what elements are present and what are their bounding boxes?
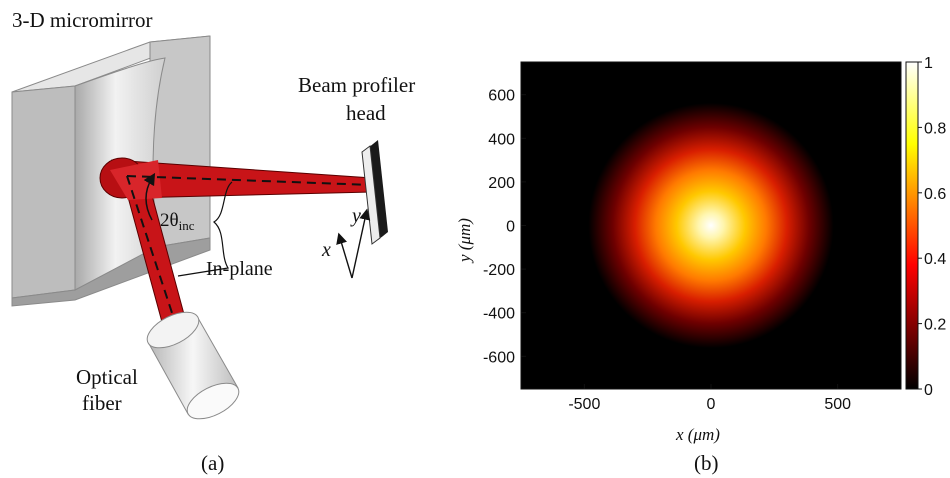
x-tick-label: 0	[707, 396, 716, 413]
profiler-label-line1: Beam profiler	[298, 73, 415, 97]
y-tick-label: -200	[483, 262, 515, 279]
y-tick-label: 200	[488, 175, 515, 192]
panel-a-label: (a)	[201, 451, 224, 475]
y-tick-label: 400	[488, 131, 515, 148]
y-axis-label: y (μm)	[455, 218, 474, 264]
axis-y-label: y	[350, 205, 361, 227]
y-tick-label: 600	[488, 88, 515, 105]
angle-arc	[143, 172, 156, 221]
angle-label: 2θinc	[160, 210, 195, 233]
in-plane-label: In-plane	[206, 258, 273, 280]
panel-b-label: (b)	[694, 451, 719, 475]
colorbar-tick-label: 0.8	[924, 120, 946, 137]
fiber-label-line2: fiber	[82, 391, 122, 415]
x-axis-ticks: -500 0 500	[568, 384, 851, 413]
beam-spot	[588, 102, 834, 349]
panel-a: 3-D micromirror 2θinc In-plane Be	[11, 8, 415, 475]
colorbar-gradient	[905, 61, 919, 390]
colorbar-tick-label: 1	[924, 55, 933, 72]
colorbar-tick-label: 0	[924, 382, 933, 399]
y-axis-ticks: -600 -400 -200 0 200 400 600	[483, 88, 526, 366]
heatmap	[520, 61, 902, 390]
x-axis-label: x (μm)	[675, 425, 720, 444]
colorbar-ticks: 0 0.2 0.4 0.6 0.8 1	[918, 55, 946, 399]
colorbar: 0 0.2 0.4 0.6 0.8 1	[905, 55, 946, 399]
beam-profiler-head-icon	[361, 140, 388, 245]
fiber-label-line1: Optical	[76, 365, 138, 389]
y-tick-label: -600	[483, 349, 515, 366]
panel-b: -500 0 500 -600 -400 -200 0 200 400 600 x (μm) y…	[455, 55, 946, 475]
x-tick-label: -500	[568, 396, 600, 413]
colorbar-tick-label: 0.4	[924, 251, 946, 268]
y-tick-label: 0	[506, 219, 515, 236]
in-plane-brace	[177, 181, 233, 277]
laser-beam	[99, 157, 373, 323]
coordinate-axes: y x	[321, 205, 371, 279]
axis-x-label: x	[321, 239, 331, 261]
x-tick-label: 500	[824, 396, 851, 413]
y-tick-label: -400	[483, 306, 515, 323]
colorbar-tick-label: 0.2	[924, 317, 946, 334]
micromirror-label: 3-D micromirror	[12, 8, 153, 32]
optical-fiber-icon	[146, 311, 240, 420]
profiler-label-line2: head	[346, 101, 386, 125]
colorbar-tick-label: 0.6	[924, 186, 946, 203]
